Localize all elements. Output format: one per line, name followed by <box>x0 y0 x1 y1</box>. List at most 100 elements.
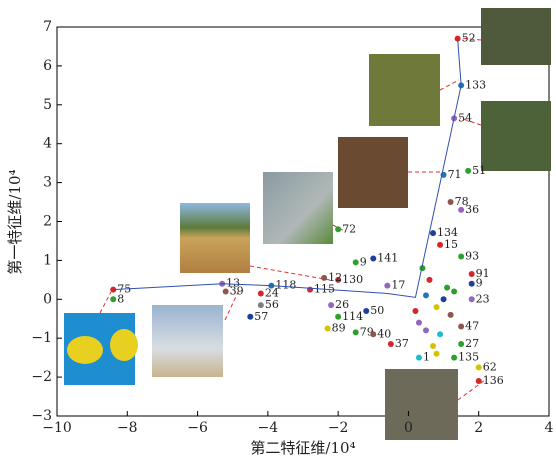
point-label: 36 <box>465 203 479 216</box>
point-label: 54 <box>458 111 472 124</box>
point <box>353 329 359 335</box>
thumb-beach <box>152 305 223 377</box>
x-tick-label: −6 <box>187 420 208 436</box>
point <box>370 331 376 337</box>
x-tick-label: −4 <box>258 420 279 436</box>
point-label: 52 <box>462 32 476 45</box>
thumb-savanna <box>180 203 250 273</box>
point <box>448 312 454 318</box>
point <box>110 296 116 302</box>
point <box>307 287 313 293</box>
y-tick-label: −3 <box>31 408 52 424</box>
y-tick-label: 2 <box>43 214 52 230</box>
point <box>434 351 440 357</box>
point-label: 51 <box>472 164 486 177</box>
point-label: 39 <box>230 285 244 298</box>
thumb-herd <box>338 137 408 208</box>
point-label: 15 <box>444 238 458 251</box>
point <box>388 341 394 347</box>
point-label: 133 <box>465 78 486 91</box>
point <box>458 324 464 330</box>
y-tick-label: 1 <box>43 252 52 268</box>
point <box>451 289 457 295</box>
point <box>258 302 264 308</box>
point <box>321 275 327 281</box>
x-axis-label: 第二特征维/10⁴ <box>250 439 355 457</box>
x-tick-label: −8 <box>117 420 138 436</box>
point-label: 141 <box>377 251 398 264</box>
point <box>469 281 475 287</box>
point <box>427 277 433 283</box>
point <box>437 331 443 337</box>
point-label: 114 <box>342 310 363 323</box>
thumb-crowd <box>385 369 458 440</box>
point-label: 71 <box>448 168 462 181</box>
x-tick-label: 0 <box>404 420 413 436</box>
point-label: 136 <box>483 374 504 387</box>
point-label: 130 <box>342 273 363 286</box>
point <box>335 226 341 232</box>
point-label: 1 <box>423 351 430 364</box>
y-tick-label: −2 <box>31 369 52 385</box>
point <box>458 254 464 260</box>
thumb-forest <box>481 101 551 171</box>
y-tick-label: 6 <box>43 58 52 74</box>
point-label: 62 <box>483 360 497 373</box>
thumb-road <box>263 172 333 244</box>
thumb-aerial <box>481 8 551 65</box>
y-tick-label: 4 <box>43 136 52 152</box>
point <box>423 292 429 298</box>
point <box>476 364 482 370</box>
point-label: 23 <box>476 292 490 305</box>
point <box>384 283 390 289</box>
y-tick-label: 3 <box>43 175 52 191</box>
thumb-grass <box>369 54 440 126</box>
x-tick-label: 2 <box>474 420 483 436</box>
point-label: 37 <box>395 337 409 350</box>
point-label: 17 <box>391 279 405 292</box>
y-axis-label: 第一特征维/10⁴ <box>6 169 24 274</box>
x-tick-label: 4 <box>545 420 554 436</box>
point <box>430 230 436 236</box>
point-label: 135 <box>458 351 479 364</box>
x-tick-label: −2 <box>328 420 349 436</box>
point <box>258 290 264 296</box>
point <box>458 207 464 213</box>
point <box>458 341 464 347</box>
point <box>465 168 471 174</box>
y-tick-label: 0 <box>43 291 52 307</box>
point <box>353 259 359 265</box>
y-tick-label: 7 <box>43 19 52 35</box>
point <box>370 255 376 261</box>
point-label: 89 <box>332 321 346 334</box>
point-label: 50 <box>370 304 384 317</box>
point <box>412 308 418 314</box>
point <box>448 199 454 205</box>
point <box>416 320 422 326</box>
point-label: 8 <box>117 292 124 305</box>
point-label: 40 <box>377 327 391 340</box>
point <box>363 308 369 314</box>
point <box>469 296 475 302</box>
point <box>247 314 253 320</box>
thumbnails <box>64 8 551 440</box>
point-label: 57 <box>254 310 268 323</box>
point <box>434 304 440 310</box>
point <box>476 378 482 384</box>
point <box>416 355 422 361</box>
chart: 第二特征维/10⁴ 第一特征维/10⁴ −10−8−6−4−2024−3−2−1… <box>0 0 556 463</box>
y-tick-label: 5 <box>43 97 52 113</box>
point <box>444 285 450 291</box>
point <box>325 325 331 331</box>
point <box>423 327 429 333</box>
point <box>328 302 334 308</box>
point <box>430 343 436 349</box>
point-label: 56 <box>265 298 279 311</box>
point <box>469 271 475 277</box>
point <box>451 355 457 361</box>
point-label: 9 <box>476 277 483 290</box>
point-label: 93 <box>465 250 479 263</box>
point <box>335 314 341 320</box>
point-label: 27 <box>465 337 479 350</box>
point-label: 47 <box>465 320 479 333</box>
